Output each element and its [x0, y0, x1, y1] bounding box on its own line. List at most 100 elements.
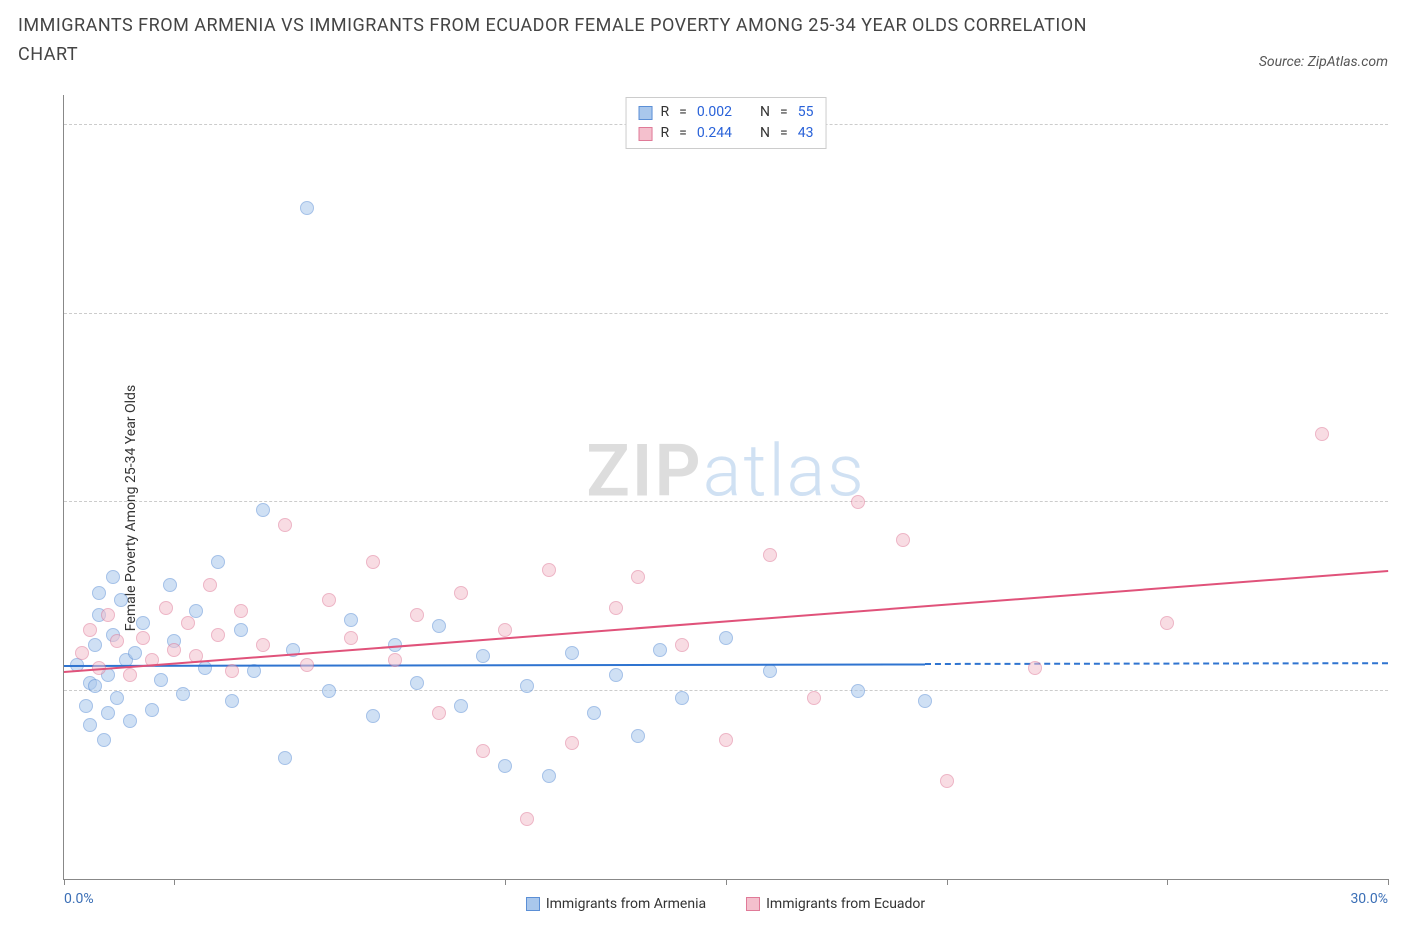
- data-point: [542, 563, 556, 577]
- y-tick-label: 25.0%: [1393, 478, 1406, 494]
- data-point: [83, 623, 97, 637]
- data-point: [75, 646, 89, 660]
- data-point: [159, 601, 173, 615]
- data-point: [918, 694, 932, 708]
- legend-swatch: [746, 897, 760, 911]
- data-point: [198, 661, 212, 675]
- data-point: [88, 679, 102, 693]
- data-point: [211, 555, 225, 569]
- data-point: [128, 646, 142, 660]
- data-point: [366, 555, 380, 569]
- data-point: [189, 604, 203, 618]
- legend-swatch: [639, 106, 653, 120]
- data-point: [181, 616, 195, 630]
- gridline: [64, 690, 1388, 691]
- data-point: [176, 687, 190, 701]
- data-point: [498, 623, 512, 637]
- x-tick: [726, 879, 727, 885]
- data-point: [520, 679, 534, 693]
- legend-swatch: [526, 897, 540, 911]
- x-tick: [1388, 879, 1389, 885]
- r-value: 0.002: [697, 102, 732, 123]
- trend-line-extension: [925, 663, 1388, 666]
- trend-line: [64, 663, 925, 667]
- data-point: [476, 744, 490, 758]
- data-point: [97, 733, 111, 747]
- series-legend: Immigrants from Armenia Immigrants from E…: [63, 896, 1388, 912]
- data-point: [1160, 616, 1174, 630]
- data-point: [410, 608, 424, 622]
- data-point: [1028, 661, 1042, 675]
- legend-item: Immigrants from Armenia: [526, 896, 706, 912]
- data-point: [234, 623, 248, 637]
- data-point: [565, 646, 579, 660]
- x-tick: [505, 879, 506, 885]
- x-tick: [1167, 879, 1168, 885]
- data-point: [123, 714, 137, 728]
- x-tick: [64, 879, 65, 885]
- data-point: [278, 751, 292, 765]
- data-point: [388, 653, 402, 667]
- x-tick: [947, 879, 948, 885]
- data-point: [234, 604, 248, 618]
- data-point: [106, 570, 120, 584]
- stats-legend: R=0.002N=55R=0.244N=43: [626, 97, 827, 149]
- data-point: [432, 706, 446, 720]
- data-point: [322, 684, 336, 698]
- legend-label: Immigrants from Armenia: [546, 896, 706, 912]
- data-point: [432, 619, 446, 633]
- data-point: [565, 736, 579, 750]
- data-point: [114, 593, 128, 607]
- r-value: 0.244: [697, 123, 732, 144]
- data-point: [366, 709, 380, 723]
- data-point: [851, 495, 865, 509]
- data-point: [136, 631, 150, 645]
- data-point: [79, 699, 93, 713]
- data-point: [896, 533, 910, 547]
- n-value: 55: [798, 102, 814, 123]
- data-point: [256, 503, 270, 517]
- data-point: [609, 668, 623, 682]
- data-point: [225, 694, 239, 708]
- data-point: [631, 570, 645, 584]
- gridline: [64, 313, 1388, 314]
- data-point: [167, 643, 181, 657]
- data-point: [454, 586, 468, 600]
- data-point: [300, 201, 314, 215]
- data-point: [322, 593, 336, 607]
- data-point: [136, 616, 150, 630]
- data-point: [763, 664, 777, 678]
- data-point: [88, 638, 102, 652]
- data-point: [203, 578, 217, 592]
- data-point: [807, 691, 821, 705]
- data-point: [211, 628, 225, 642]
- y-tick-label: 37.5%: [1393, 290, 1406, 306]
- data-point: [520, 812, 534, 826]
- data-point: [609, 601, 623, 615]
- data-point: [123, 668, 137, 682]
- data-point: [542, 769, 556, 783]
- y-tick-label: 12.5%: [1393, 667, 1406, 683]
- data-point: [110, 634, 124, 648]
- data-point: [225, 664, 239, 678]
- chart-title: IMMIGRANTS FROM ARMENIA VS IMMIGRANTS FR…: [18, 12, 1118, 70]
- data-point: [675, 691, 689, 705]
- data-point: [476, 649, 490, 663]
- legend-item: Immigrants from Ecuador: [746, 896, 925, 912]
- plot-area: ZIPatlas R=0.002N=55R=0.244N=43 12.5%25.…: [63, 95, 1388, 880]
- n-label: N: [760, 102, 770, 123]
- data-point: [256, 638, 270, 652]
- data-point: [83, 718, 97, 732]
- data-point: [101, 608, 115, 622]
- data-point: [653, 643, 667, 657]
- data-point: [145, 703, 159, 717]
- r-label: R: [661, 123, 670, 144]
- y-tick-label: 50.0%: [1393, 101, 1406, 117]
- data-point: [154, 673, 168, 687]
- data-point: [163, 578, 177, 592]
- data-point: [101, 706, 115, 720]
- data-point: [763, 548, 777, 562]
- data-point: [498, 759, 512, 773]
- x-tick: [174, 879, 175, 885]
- data-point: [940, 774, 954, 788]
